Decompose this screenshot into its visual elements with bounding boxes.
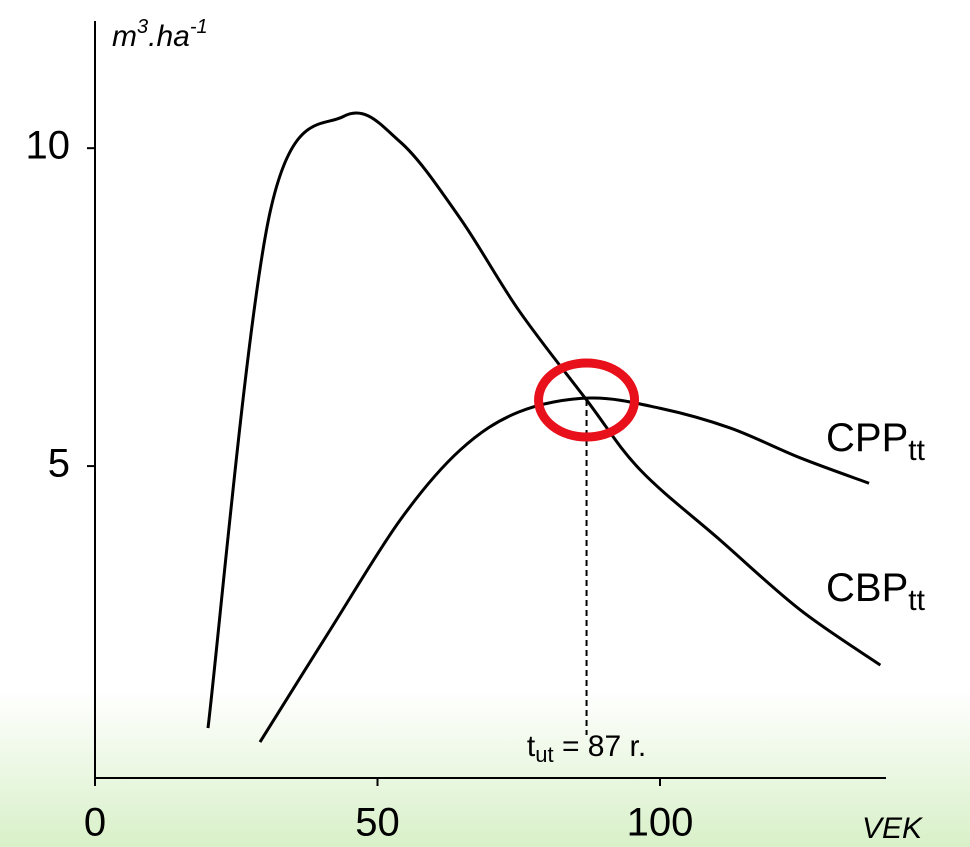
annotation-text: t <box>527 730 536 763</box>
line <box>258 396 870 743</box>
annotation-sub: ut <box>535 742 553 767</box>
x-tick-label: 100 <box>627 801 694 845</box>
line <box>206 111 882 729</box>
y-tick-label: 5 <box>48 442 70 486</box>
x-tick-label: 0 <box>84 801 106 845</box>
series-label: CPPtt <box>826 416 926 467</box>
background <box>0 690 970 847</box>
series-name-sub: tt <box>908 584 925 617</box>
y-tick-label: 10 <box>26 124 71 168</box>
series-name: CBP <box>826 566 908 610</box>
y-axis-label: m3.ha-1 <box>112 16 208 53</box>
x-tick-label: 50 <box>355 801 400 845</box>
highlight-circle <box>534 358 640 442</box>
series-name-sub: tt <box>908 434 925 467</box>
annotation-label: tut = 87 r. <box>527 730 646 767</box>
x-axis-label: VEK <box>862 812 924 845</box>
annotation-rest: = 87 r. <box>554 730 647 763</box>
series-name: CPP <box>826 416 908 460</box>
series-label: CBPtt <box>826 566 926 617</box>
